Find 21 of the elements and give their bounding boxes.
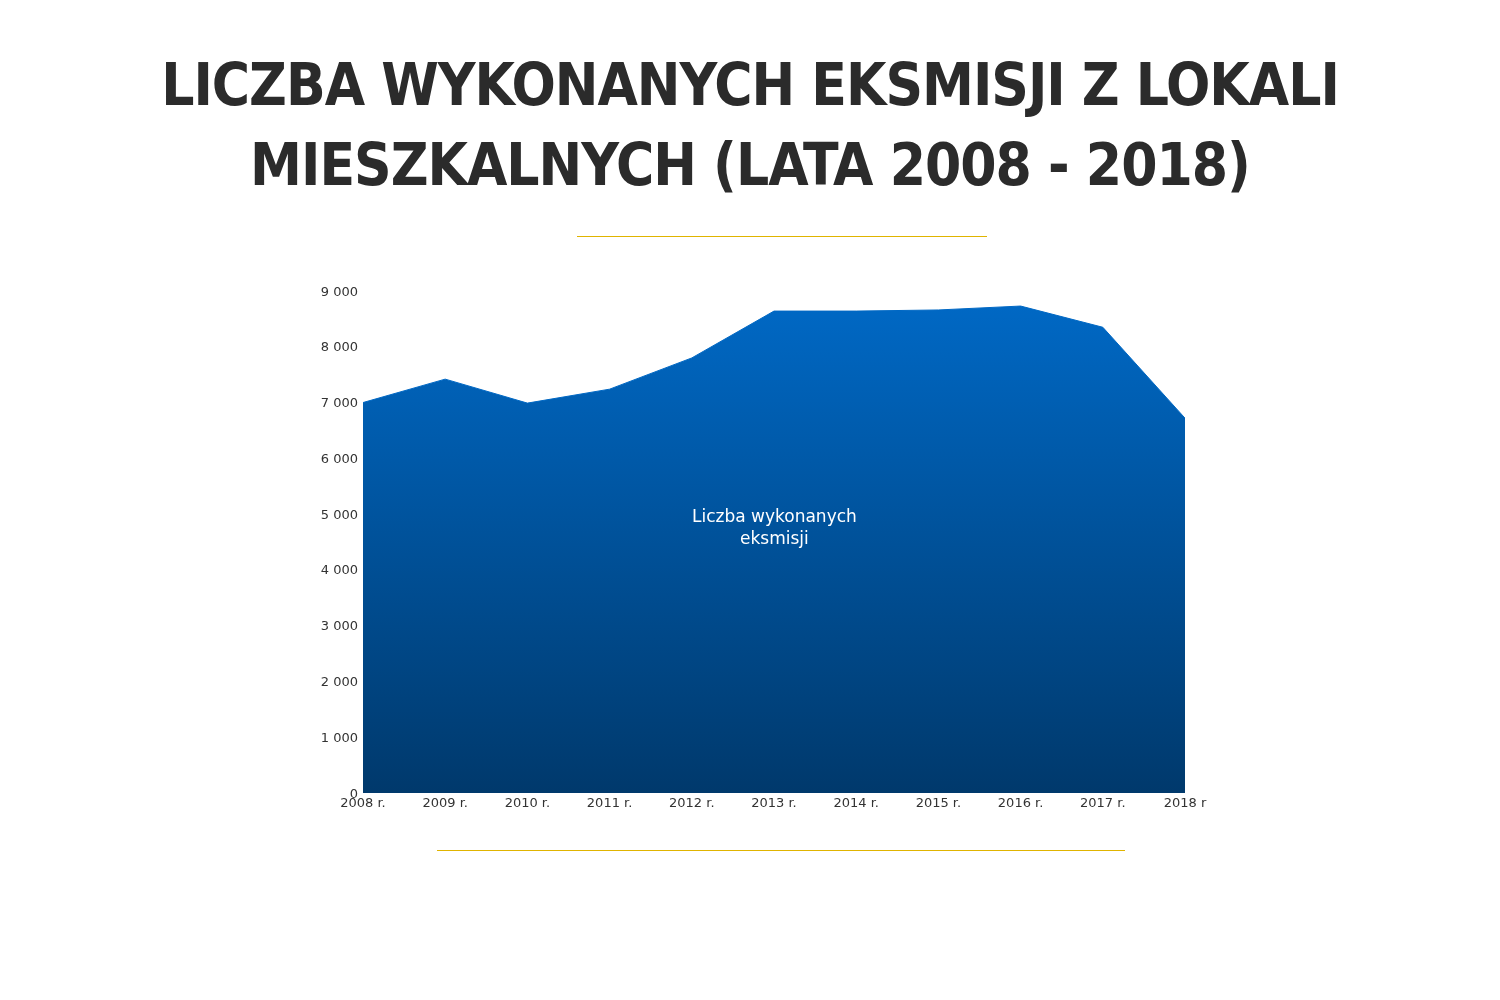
x-tick-label: 2014 r. xyxy=(833,795,879,810)
y-tick-label: 9 000 xyxy=(320,283,358,299)
x-tick-label: 2010 r. xyxy=(504,795,551,810)
y-tick-label: 5 000 xyxy=(320,506,358,522)
x-tick-label: 2018 r xyxy=(1163,795,1207,810)
y-tick-label: 1 000 xyxy=(320,729,358,745)
x-tick-label: 2016 r. xyxy=(997,795,1044,810)
x-tick-label: 2011 r. xyxy=(586,795,633,810)
y-tick-label: 7 000 xyxy=(320,395,358,411)
chart-title: LICZBA WYKONANYCH EKSMISJI Z LOKALI MIESZKALNYCH (LATA 2008 - 2018) xyxy=(160,50,1340,201)
series-label: Liczba wykonanych eksmisji xyxy=(692,506,857,549)
x-tick-label: 2012 r. xyxy=(669,795,715,810)
x-tick-label: 2017 r. xyxy=(1080,795,1126,810)
y-tick-label: 4 000 xyxy=(320,562,358,578)
x-tick-label: 2013 r. xyxy=(751,795,797,810)
y-tick-label: 3 000 xyxy=(320,618,358,634)
y-tick-label: 2 000 xyxy=(320,673,358,689)
x-tick-label: 2009 r. xyxy=(422,795,468,810)
y-tick-label: 6 000 xyxy=(320,450,358,466)
x-tick-label: 2015 r. xyxy=(915,795,962,810)
y-tick-label: 8 000 xyxy=(320,339,358,355)
